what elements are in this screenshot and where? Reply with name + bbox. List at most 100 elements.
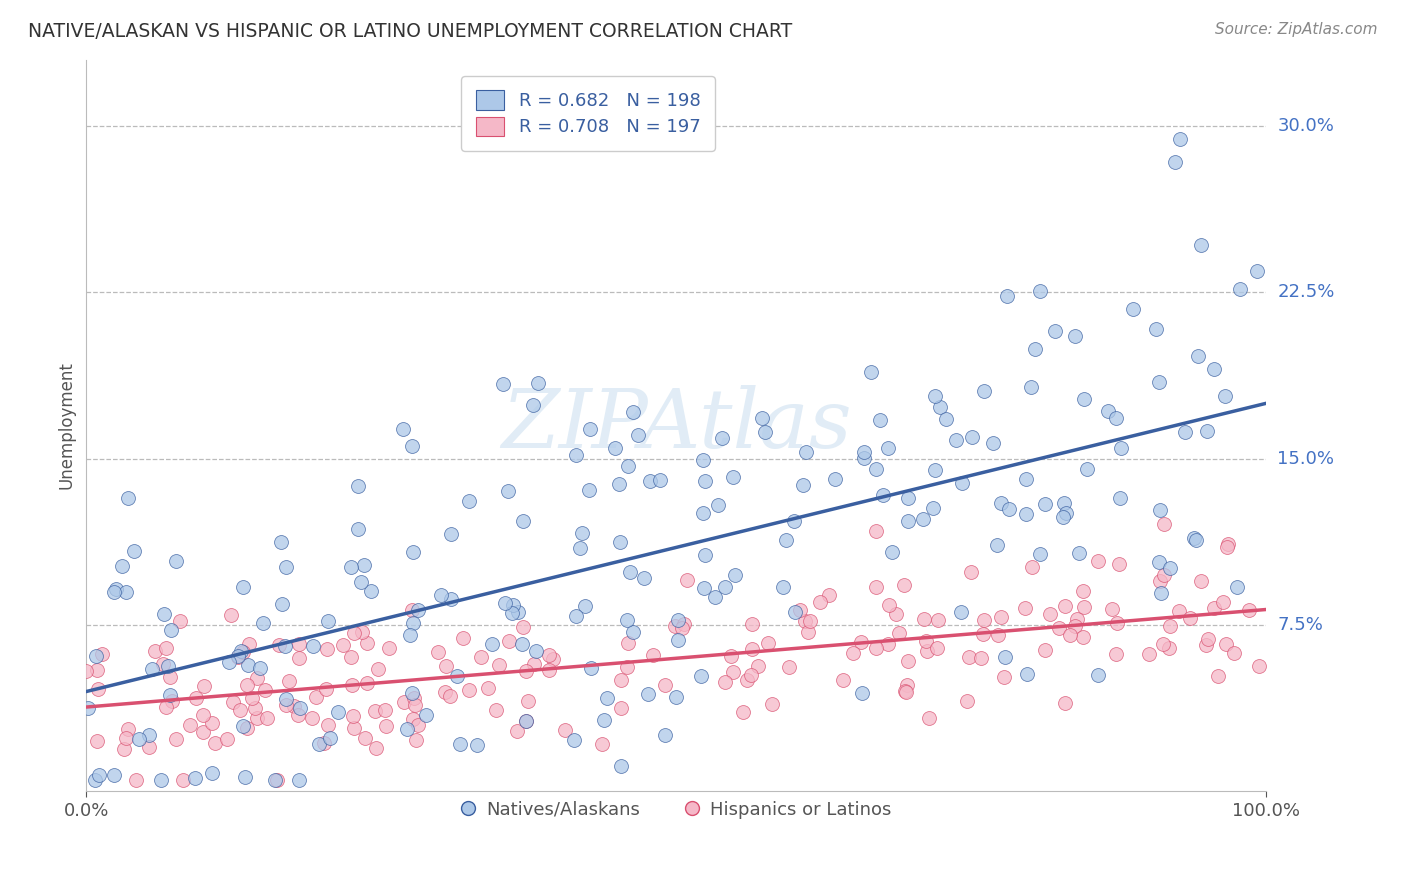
Point [929,401,952,415]
Point [502,598,524,612]
Point [222,696,245,710]
Point [1108,491,1130,505]
Point [408,602,430,616]
Text: ZIPAtlas: ZIPAtlas [501,385,852,466]
Point [77,701,100,715]
Point [889,625,911,640]
Point [986,538,1008,552]
Point [236,657,259,672]
Point [375,719,398,733]
Point [193,679,215,693]
Point [287,707,309,722]
Point [523,657,546,671]
Point [778,660,800,674]
Point [1150,586,1173,600]
Point [671,621,693,635]
Point [797,625,820,640]
Point [1087,554,1109,568]
Point [501,607,523,621]
Point [465,739,488,753]
Point [616,613,638,627]
Point [434,659,457,673]
Point [314,735,336,749]
Point [957,650,980,665]
Point [1064,619,1087,633]
Point [304,690,326,704]
Point [315,681,337,696]
Point [152,657,174,671]
Point [706,498,728,512]
Y-axis label: Unemployment: Unemployment [58,361,75,490]
Point [1021,560,1043,574]
Point [676,573,699,587]
Point [627,428,650,442]
Point [1159,641,1181,656]
Point [1187,349,1209,363]
Point [695,548,717,562]
Point [283,699,305,714]
Point [1105,647,1128,661]
Point [1189,574,1212,589]
Point [1237,603,1260,617]
Point [353,558,375,572]
Point [515,714,537,728]
Point [124,773,146,788]
Point [458,682,481,697]
Point [754,425,776,440]
Point [579,422,602,436]
Point [184,772,207,786]
Point [637,687,659,701]
Point [392,695,415,709]
Text: 30.0%: 30.0% [1278,117,1334,135]
Point [316,614,339,628]
Point [364,740,387,755]
Point [865,524,887,538]
Point [356,635,378,649]
Point [1144,322,1167,336]
Point [1039,607,1062,621]
Point [367,662,389,676]
Point [267,638,290,652]
Point [112,742,135,756]
Point [924,389,946,403]
Point [395,722,418,736]
Point [506,723,529,738]
Point [1137,647,1160,661]
Point [1015,508,1038,522]
Point [565,448,588,462]
Point [1202,600,1225,615]
Point [562,733,585,747]
Point [169,614,191,628]
Point [1180,610,1202,624]
Point [496,484,519,499]
Point [160,694,183,708]
Point [610,673,633,687]
Point [246,711,269,725]
Point [512,620,534,634]
Point [141,662,163,676]
Point [350,575,373,590]
Point [179,718,201,732]
Point [103,768,125,782]
Point [775,533,797,548]
Point [853,444,876,458]
Point [340,650,363,665]
Point [232,718,254,732]
Point [302,639,325,653]
Point [714,580,737,594]
Point [633,571,655,585]
Point [318,731,340,746]
Point [201,765,224,780]
Point [1064,329,1087,343]
Point [342,709,364,723]
Point [849,635,872,649]
Point [1019,380,1042,394]
Point [1053,496,1076,510]
Point [1223,646,1246,660]
Point [1028,284,1050,298]
Point [1229,282,1251,296]
Point [970,651,993,665]
Point [103,584,125,599]
Point [415,708,437,723]
Point [160,623,183,637]
